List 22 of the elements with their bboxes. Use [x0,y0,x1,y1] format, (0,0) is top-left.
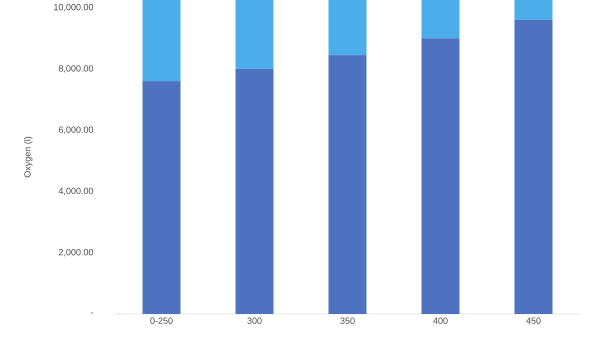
bar [514,20,552,314]
y-tick-label: 4,000.00 [58,188,94,196]
bar [236,68,274,314]
y-tick-label: 6,000.00 [58,126,94,134]
bar [328,0,366,56]
bar [142,0,181,82]
bar [142,81,181,314]
y-tick-label: 10,000.00 [54,4,94,12]
y-tick-label: 8,000.00 [58,65,94,73]
y-tick-label: - [90,312,94,314]
bar [514,0,552,20]
x-tick-label: 450 [526,318,541,324]
bar [236,0,274,69]
y-axis-title: Oxygen (l) [24,136,32,178]
bar [328,55,366,314]
bar [421,0,460,38]
x-tick-label: 400 [433,318,448,324]
bar [421,38,460,314]
x-tick-label: 0-250 [150,318,173,324]
x-tick-label: 350 [340,318,355,324]
y-tick-label: 2,000.00 [58,248,94,256]
x-tick-label: 300 [247,318,262,324]
